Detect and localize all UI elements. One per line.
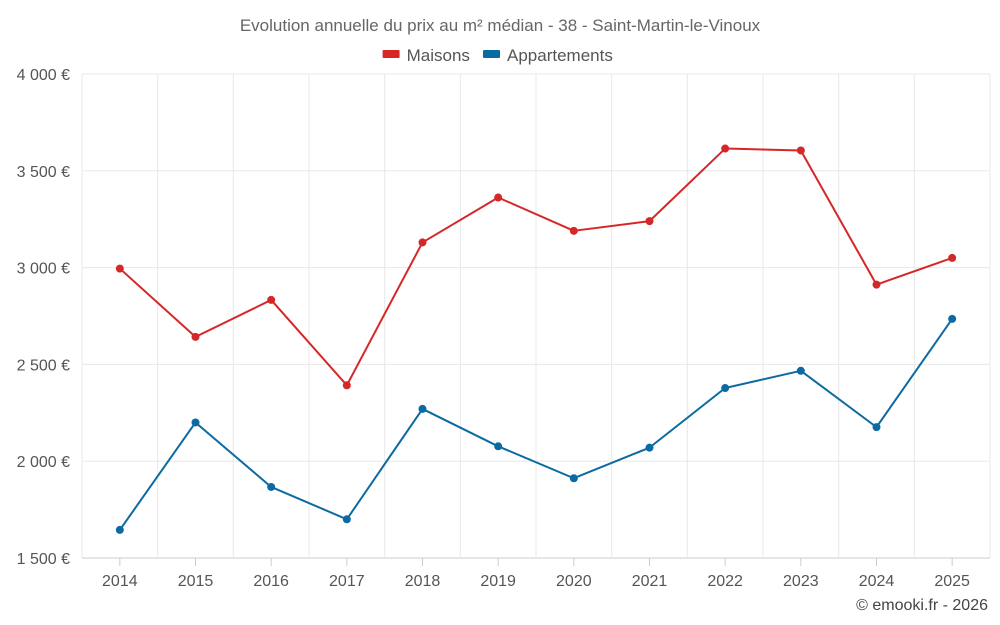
data-point[interactable] bbox=[418, 238, 427, 247]
y-axis: 1 500 € 2 000 € 2 500 € 3 000 € 3 500 € 4 000… bbox=[17, 67, 70, 568]
y-tick-label: 2 500 € bbox=[17, 357, 70, 374]
grid-lines bbox=[81, 73, 991, 559]
legend-swatch bbox=[382, 50, 400, 58]
data-point[interactable] bbox=[721, 384, 730, 393]
data-point[interactable] bbox=[948, 314, 957, 323]
legend-item-maisons[interactable]: Maisons bbox=[382, 46, 470, 65]
data-point[interactable] bbox=[721, 144, 730, 153]
data-point[interactable] bbox=[418, 404, 427, 413]
y-tick-label: 1 500 € bbox=[17, 551, 70, 568]
x-tick-label: 2016 bbox=[253, 573, 289, 590]
y-tick-label: 2 000 € bbox=[17, 454, 70, 471]
series-maisons bbox=[115, 144, 957, 390]
x-tick-label: 2022 bbox=[707, 573, 743, 590]
x-axis: 2014 2015 2016 2017 2018 2019 2020 2021 2022 2023… bbox=[102, 558, 970, 590]
credit-text: © emooki.fr - 2026 bbox=[856, 597, 988, 614]
x-tick-label: 2025 bbox=[934, 573, 970, 590]
data-point[interactable] bbox=[948, 253, 957, 262]
x-tick-label: 2021 bbox=[632, 573, 668, 590]
legend-swatch bbox=[483, 50, 500, 58]
data-point[interactable] bbox=[796, 146, 805, 155]
series-line-maisons bbox=[119, 147, 953, 387]
data-point[interactable] bbox=[267, 295, 276, 304]
x-tick-label: 2020 bbox=[556, 573, 592, 590]
x-tick-label: 2018 bbox=[405, 573, 441, 590]
data-point[interactable] bbox=[115, 525, 124, 534]
legend-label: Appartements bbox=[507, 46, 613, 65]
data-point[interactable] bbox=[494, 193, 503, 202]
y-tick-label: 3 000 € bbox=[17, 261, 70, 278]
data-point[interactable] bbox=[569, 474, 578, 483]
data-point[interactable] bbox=[645, 217, 654, 226]
legend-item-appartements[interactable]: Appartements bbox=[483, 46, 613, 65]
x-tick-label: 2014 bbox=[102, 573, 138, 590]
x-tick-label: 2019 bbox=[480, 573, 516, 590]
y-tick-label: 3 500 € bbox=[17, 164, 70, 181]
y-tick-label: 4 000 € bbox=[17, 67, 70, 84]
data-point[interactable] bbox=[494, 442, 503, 451]
data-point[interactable] bbox=[796, 366, 805, 375]
data-point[interactable] bbox=[872, 280, 881, 289]
x-tick-label: 2015 bbox=[178, 573, 214, 590]
data-point[interactable] bbox=[115, 264, 124, 273]
x-tick-label: 2024 bbox=[859, 573, 895, 590]
series-line-appartements bbox=[119, 318, 953, 531]
data-point[interactable] bbox=[569, 226, 578, 235]
data-point[interactable] bbox=[872, 423, 881, 432]
chart-title: Evolution annuelle du prix au m² médian … bbox=[240, 16, 761, 35]
data-point[interactable] bbox=[267, 482, 276, 491]
series-group bbox=[115, 144, 957, 534]
x-tick-label: 2017 bbox=[329, 573, 365, 590]
data-point[interactable] bbox=[342, 381, 351, 390]
data-point[interactable] bbox=[191, 332, 200, 341]
data-point[interactable] bbox=[191, 418, 200, 427]
legend-label: Maisons bbox=[407, 46, 470, 65]
data-point[interactable] bbox=[342, 515, 351, 524]
x-tick-label: 2023 bbox=[783, 573, 819, 590]
series-appartements bbox=[115, 314, 957, 534]
legend: Maisons Appartements bbox=[382, 46, 613, 65]
data-point[interactable] bbox=[645, 443, 654, 452]
